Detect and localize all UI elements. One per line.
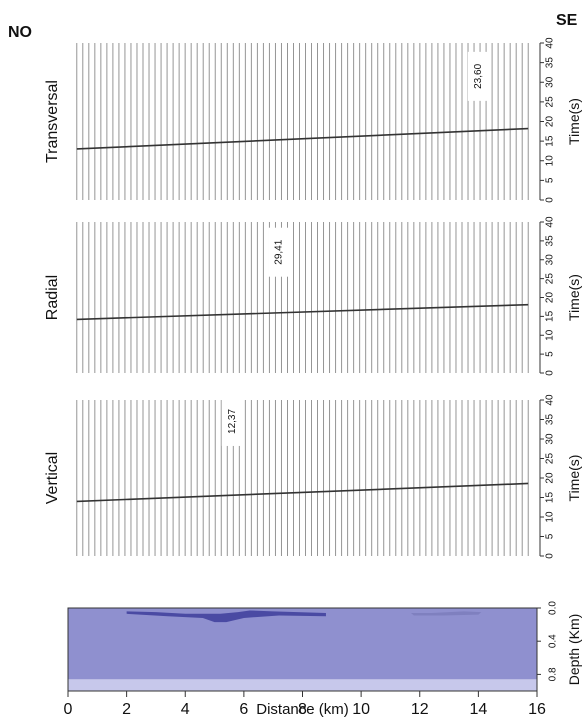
seismic-plot-area	[67, 399, 538, 557]
time-tick-label: 40	[544, 216, 555, 228]
distance-tick-label: 2	[122, 701, 131, 717]
time-tick-label: 15	[544, 310, 555, 322]
time-axis-label: Time(s)	[566, 455, 582, 502]
depth-axis: 0.0 0.4 0.8 Depth (Km)	[537, 601, 582, 686]
time-tick-label: 20	[544, 292, 555, 304]
time-axis-label: Time(s)	[566, 274, 582, 321]
time-tick-label: 40	[544, 394, 555, 406]
figure-header: NO SE	[8, 12, 578, 41]
time-tick-label: 30	[544, 254, 555, 266]
distance-tick-label: 16	[528, 701, 546, 717]
seismic-plot-area	[67, 221, 538, 374]
annotation-box: 29,41	[268, 227, 290, 277]
time-tick-label: 30	[544, 76, 555, 88]
annotation-text: 12,37	[227, 409, 238, 434]
seismic-panel-radial: 0 5 10 15 20 25 30 35 40 Time(s) Radial 29,41	[44, 216, 582, 376]
seismic-panel-transversal: 0 5 10 15 20 25 30 35 40 Time(s) Transversal 23,60	[44, 37, 582, 203]
time-axis-label: Time(s)	[566, 98, 582, 145]
distance-axis-label: Distance (km)	[256, 701, 349, 717]
time-tick-label: 10	[544, 511, 555, 523]
time-tick-label: 20	[544, 116, 555, 128]
time-tick-label: 0	[544, 553, 555, 559]
depth-tick-label: 0.0	[547, 601, 558, 615]
time-tick-label: 35	[544, 57, 555, 69]
seismic-plot-area	[67, 42, 538, 201]
annotation-text: 23,60	[473, 63, 484, 88]
distance-tick-label: 10	[352, 701, 370, 717]
geology-layer-1	[68, 679, 537, 691]
time-tick-label: 20	[544, 472, 555, 484]
panel-label: Vertical	[44, 452, 61, 504]
distance-tick-label: 0	[64, 701, 73, 717]
depth-axis-label: Depth (Km)	[566, 614, 582, 686]
geology-panel	[67, 607, 538, 692]
distance-tick-label: 14	[469, 701, 487, 717]
time-tick-label: 30	[544, 433, 555, 445]
geology-body-0	[126, 610, 326, 623]
annotation-background	[467, 51, 489, 101]
time-tick-label: 10	[544, 329, 555, 341]
annotation-box: 23,60	[467, 51, 489, 101]
time-tick-label: 5	[544, 351, 555, 357]
distance-tick-label: 4	[181, 701, 190, 717]
time-tick-label: 40	[544, 37, 555, 49]
trace-group	[76, 400, 529, 556]
depth-tick-label: 0.4	[547, 634, 558, 648]
time-tick-label: 10	[544, 155, 555, 167]
distance-tick-label: 6	[239, 701, 248, 717]
annotation-box: 12,37	[221, 396, 243, 446]
geology-body-1	[410, 611, 482, 616]
geology-layer-0	[68, 608, 537, 680]
time-tick-label: 15	[544, 135, 555, 147]
time-tick-label: 25	[544, 453, 555, 465]
time-axis: 0 5 10 15 20 25 30 35 40	[539, 216, 555, 376]
trace-group	[76, 43, 529, 200]
right-direction-label: SE	[556, 12, 578, 29]
time-tick-label: 25	[544, 96, 555, 108]
left-direction-label: NO	[8, 24, 32, 41]
depth-tick-label: 0.8	[547, 667, 558, 681]
annotation-text: 29,41	[274, 239, 285, 264]
time-tick-label: 35	[544, 414, 555, 426]
arrival-line	[76, 127, 529, 150]
panel-label: Radial	[44, 275, 61, 320]
distance-axis: 0 2 4 6 8 10 12 14 16 Distance (km)	[64, 691, 546, 717]
time-tick-label: 35	[544, 235, 555, 247]
annotation-background	[221, 396, 243, 446]
annotation-background	[268, 227, 290, 277]
distance-tick-label: 12	[411, 701, 429, 717]
panel-label: Transversal	[44, 80, 61, 163]
time-tick-label: 5	[544, 533, 555, 539]
time-axis: 0 5 10 15 20 25 30 35 40	[539, 394, 555, 559]
arrival-line	[76, 482, 529, 503]
time-tick-label: 0	[544, 370, 555, 376]
distance-tick-label: 8	[298, 701, 307, 717]
time-tick-label: 15	[544, 492, 555, 504]
time-tick-label: 5	[544, 177, 555, 183]
arrival-line	[76, 303, 529, 321]
time-tick-label: 0	[544, 197, 555, 203]
time-axis: 0 5 10 15 20 25 30 35 40	[539, 37, 555, 203]
seismic-panel-vertical: 0 5 10 15 20 25 30 35 40 Time(s) Vertical 12,37	[44, 394, 582, 559]
time-tick-label: 25	[544, 273, 555, 285]
